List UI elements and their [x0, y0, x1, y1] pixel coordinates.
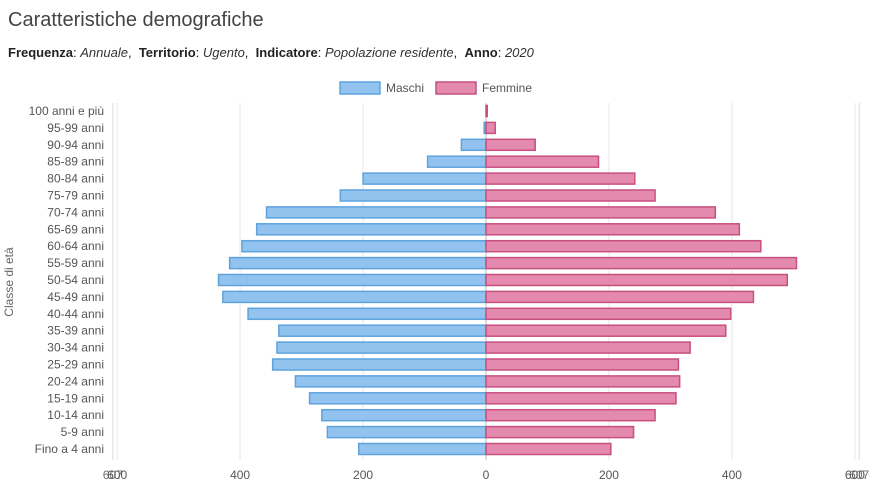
bar-femmine — [485, 324, 727, 337]
bar-femmine — [485, 189, 656, 202]
bar-maschi — [247, 307, 487, 321]
y-tick-label: 20-24 anni — [47, 374, 104, 388]
x-tick-label: 400 — [230, 468, 250, 482]
y-tick-label: 50-54 anni — [47, 273, 104, 287]
bar-femmine — [485, 425, 635, 439]
bar-maschi — [228, 256, 487, 270]
bar-femmine — [485, 138, 536, 152]
bar-femmine — [485, 273, 789, 287]
territory-value: Ugento — [202, 45, 245, 60]
y-tick-label: 35-39 anni — [47, 324, 104, 338]
y-tick-label: 5-9 anni — [61, 425, 104, 439]
bar-femmine — [485, 239, 762, 253]
bar-femmine — [485, 223, 741, 236]
bar-maschi — [326, 425, 487, 439]
x-tick-label: 600 — [107, 468, 127, 482]
y-tick-labels: 100 anni e più 95-99 anni 90-94 anni 85-89 … — [29, 104, 104, 456]
bar-femmine — [485, 121, 496, 135]
legend-label-0: Maschi — [386, 81, 424, 95]
bar-femmine — [485, 341, 691, 354]
bar-maschi — [271, 358, 487, 371]
y-tick-label: 75-79 anni — [47, 189, 104, 203]
x-tick-label: 400 — [722, 468, 742, 482]
x-tick-label: 600 — [845, 468, 865, 482]
bar-femmine — [485, 307, 732, 321]
indicator-label: Indicatore — [255, 45, 318, 60]
bar-maschi — [308, 392, 487, 405]
bar-femmine — [485, 104, 488, 118]
bar-maschi — [460, 138, 487, 152]
territory-label: Territorio — [138, 45, 196, 60]
y-tick-label: 60-64 anni — [47, 239, 104, 253]
frequency-label: Frequenza — [8, 45, 74, 60]
legend-swatch-1 — [435, 81, 477, 95]
y-tick-label: 70-74 anni — [47, 205, 104, 219]
bar-maschi — [217, 273, 487, 287]
chart-subtitle: Frequenza: Annuale, Territorio: Ugento, … — [8, 45, 534, 60]
y-tick-label: 30-34 anni — [47, 341, 104, 355]
y-tick-label: 95-99 anni — [47, 121, 104, 135]
bar-femmine — [485, 442, 612, 456]
bar-femmine — [485, 206, 717, 219]
y-tick-label: Fino a 4 anni — [35, 442, 104, 456]
year-label: Anno — [464, 45, 498, 60]
year-value: 2020 — [504, 45, 534, 60]
y-tick-label: 65-69 anni — [47, 222, 104, 236]
bar-maschi — [278, 324, 487, 337]
bar-maschi — [362, 172, 487, 185]
legend-label-1: Femmine — [482, 81, 532, 95]
bar-femmine — [485, 358, 680, 371]
y-tick-label: 25-29 anni — [47, 358, 104, 372]
y-tick-label: 10-14 anni — [47, 408, 104, 422]
bar-femmine — [485, 375, 681, 388]
bar-femmine — [485, 256, 798, 270]
bar-femmine — [485, 155, 600, 168]
x-tick-label: 200 — [353, 468, 373, 482]
bar-maschi — [222, 290, 487, 304]
bar-femmine — [485, 172, 636, 185]
x-tick-label: 0 — [483, 468, 490, 482]
bar-maschi — [321, 408, 487, 422]
bar-maschi — [339, 189, 487, 202]
legend[interactable]: Maschi Femmine — [339, 81, 532, 95]
y-tick-label: 85-89 anni — [47, 155, 104, 169]
bar-maschi — [294, 375, 487, 388]
bar-maschi — [241, 239, 487, 253]
legend-swatch-0 — [339, 81, 381, 95]
y-tick-label: 90-94 anni — [47, 138, 104, 152]
bar-maschi — [265, 206, 487, 219]
y-tick-label: 40-44 anni — [47, 307, 104, 321]
bar-femmine — [485, 408, 656, 422]
x-limit-label: 607 — [849, 468, 869, 482]
chart-title: Caratteristiche demografiche — [8, 9, 264, 31]
frequency-value: Annuale — [80, 45, 128, 60]
y-tick-label: 55-59 anni — [47, 256, 104, 270]
y-tick-label: 80-84 anni — [47, 172, 104, 186]
bar-maschi — [276, 341, 487, 354]
bars — [217, 104, 798, 456]
bar-maschi — [357, 442, 487, 456]
bar-femmine — [485, 392, 677, 405]
bar-femmine — [485, 290, 755, 304]
x-tick-label: 200 — [599, 468, 619, 482]
y-axis-title: Classe di età — [2, 247, 16, 317]
bar-maschi — [426, 155, 487, 168]
y-tick-label: 100 anni e più — [29, 104, 104, 118]
x-limit-label: 607 — [103, 468, 123, 482]
bar-maschi — [255, 223, 487, 236]
indicator-value: Popolazione residente — [325, 45, 454, 60]
y-tick-label: 15-19 anni — [47, 391, 104, 405]
y-tick-label: 45-49 anni — [47, 290, 104, 304]
